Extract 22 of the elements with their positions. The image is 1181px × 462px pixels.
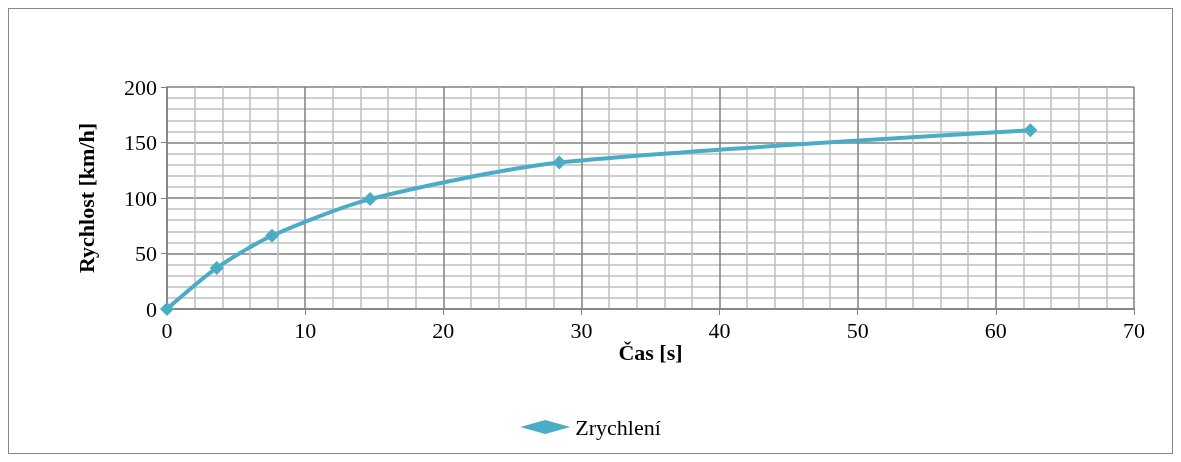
legend-label: Zrychlení: [575, 414, 661, 440]
x-tick-label: 10: [294, 317, 317, 343]
x-tick-label: 30: [570, 317, 593, 343]
x-axis-title: Čas [s]: [618, 340, 683, 366]
y-tick-label: 0: [146, 296, 157, 322]
y-tick-label: 200: [124, 74, 157, 100]
point: [1023, 123, 1038, 138]
x-tick-label: 60: [984, 317, 1007, 343]
y-tick-label: 50: [135, 241, 157, 266]
y-tick-label: 150: [124, 130, 157, 155]
point: [552, 155, 567, 170]
x-tick-label: 40: [708, 317, 731, 343]
x-tick-label: 0: [161, 317, 173, 343]
y-tick-label: 100: [124, 185, 157, 211]
point: [160, 302, 174, 316]
point: [363, 192, 378, 207]
x-tick-label: 20: [432, 317, 455, 343]
x-tick-label: 50: [846, 317, 869, 343]
y-axis-title: Rychlost [km/h]: [73, 122, 99, 274]
point: [264, 228, 279, 243]
point: [209, 260, 224, 275]
x-tick-label: 70: [1123, 317, 1145, 343]
